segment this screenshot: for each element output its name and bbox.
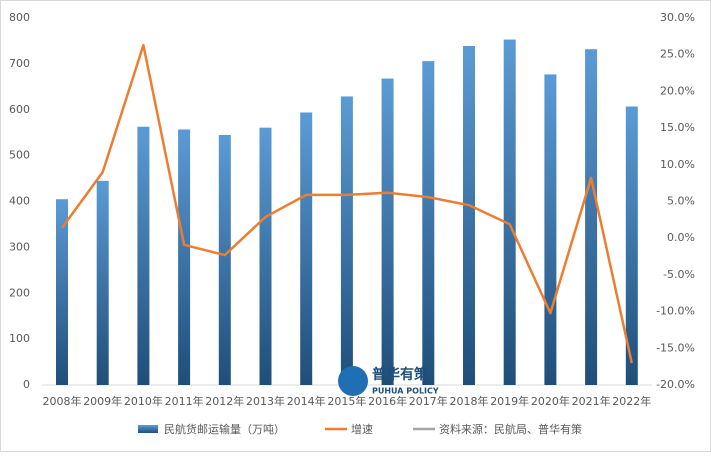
bar xyxy=(381,78,394,386)
y-tick-label: 200 xyxy=(9,286,30,299)
y2-tick-label: -15.0% xyxy=(656,341,695,354)
bar xyxy=(463,45,475,385)
watermark: 普华有策 xyxy=(372,366,429,383)
x-tick-label: 2010年 xyxy=(124,394,163,408)
y2-tick-label: 30.0% xyxy=(660,11,695,24)
legend-label: 增速 xyxy=(351,422,373,436)
bar xyxy=(340,96,353,385)
x-tick-label: 2009年 xyxy=(83,394,122,408)
bar xyxy=(218,134,231,385)
x-tick-label: 2019年 xyxy=(490,394,529,408)
bar xyxy=(422,61,435,386)
x-tick-label: 2017年 xyxy=(409,394,448,408)
x-tick-label: 2011年 xyxy=(165,394,204,408)
y2-tick-label: -5.0% xyxy=(663,268,695,281)
bar xyxy=(544,74,557,386)
y-tick-label: 100 xyxy=(9,332,30,345)
y2-tick-label: 15.0% xyxy=(660,121,695,134)
x-tick-label: 2013年 xyxy=(246,394,285,408)
bar xyxy=(503,39,516,385)
legend-label: 民航货邮运输量（万吨） xyxy=(164,422,285,436)
y2-tick-label: 25.0% xyxy=(660,48,695,61)
y2-tick-label: -10.0% xyxy=(656,305,695,318)
bar xyxy=(259,127,272,386)
y-tick-label: 300 xyxy=(9,240,30,253)
x-tick-label: 2012年 xyxy=(205,394,244,408)
y-tick-label: 700 xyxy=(9,57,30,70)
watermark: PUHUA POLICY xyxy=(372,387,439,396)
x-tick-label: 2021年 xyxy=(572,394,611,408)
x-tick-label: 2022年 xyxy=(612,394,651,408)
bar xyxy=(56,199,68,385)
line xyxy=(60,43,634,364)
legend-swatch xyxy=(138,425,158,433)
y2-tick-label: -20.0% xyxy=(656,378,695,391)
y2-tick-label: 0.0% xyxy=(667,231,695,244)
bar xyxy=(625,106,638,385)
y2-tick-label: 5.0% xyxy=(667,195,695,208)
y-tick-label: 400 xyxy=(9,195,30,208)
y2-tick-label: 10.0% xyxy=(660,158,695,171)
bar xyxy=(585,49,598,385)
y-tick-label: 800 xyxy=(9,11,30,24)
x-tick-label: 2018年 xyxy=(450,394,489,408)
bar xyxy=(96,180,109,385)
watermark-logo xyxy=(338,366,368,396)
y-tick-label: 500 xyxy=(9,149,30,162)
x-tick-label: 2008年 xyxy=(43,394,82,408)
bar xyxy=(300,112,313,385)
bar xyxy=(178,129,191,385)
x-tick-label: 2020年 xyxy=(531,394,570,408)
source-note: 资料来源：民航局、普华有策 xyxy=(439,422,582,436)
x-tick-label: 2016年 xyxy=(368,394,407,408)
y2-tick-label: 20.0% xyxy=(660,84,695,97)
x-tick-label: 2014年 xyxy=(287,394,326,408)
bar xyxy=(137,126,150,385)
y-tick-label: 600 xyxy=(9,103,30,116)
y-tick-label: 0 xyxy=(23,378,30,391)
x-tick-label: 2015年 xyxy=(327,394,366,408)
